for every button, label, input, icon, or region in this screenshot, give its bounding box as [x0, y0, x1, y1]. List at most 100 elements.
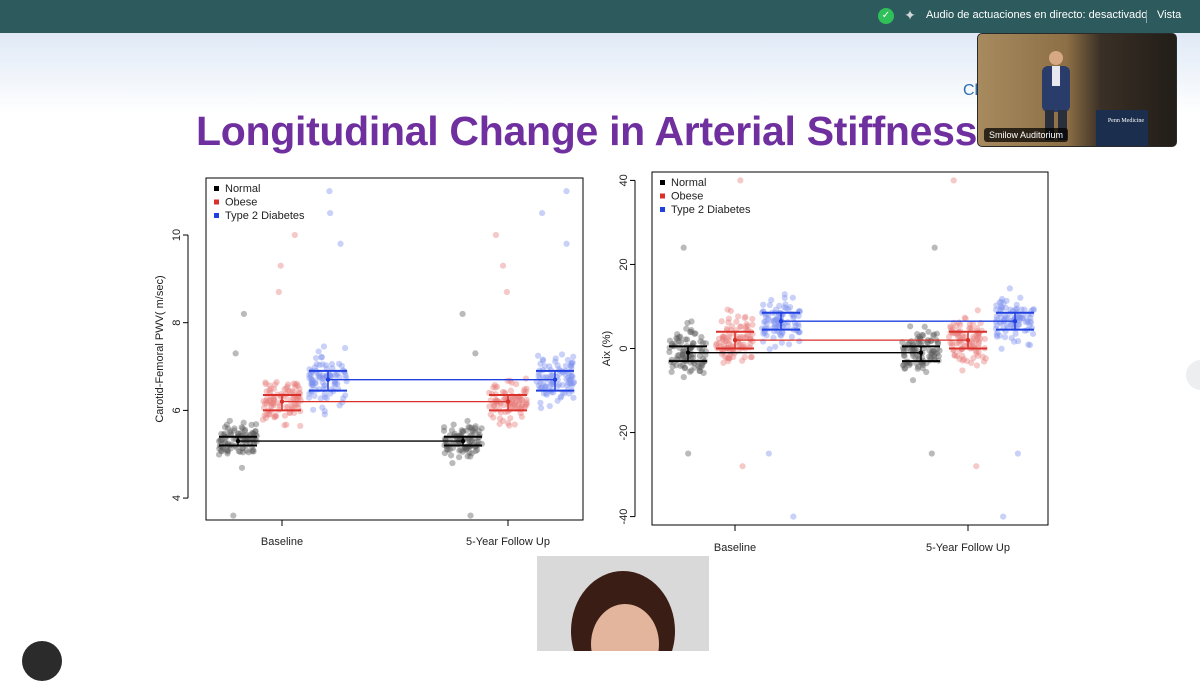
data-point: [327, 373, 334, 380]
data-point: [534, 352, 542, 359]
y-tick-label: 10: [171, 229, 183, 241]
mean-marker: [460, 438, 466, 444]
data-point: [271, 397, 278, 404]
data-point: [342, 372, 349, 379]
data-point: [487, 397, 494, 404]
data-point: [666, 337, 674, 344]
shield-check-icon[interactable]: ✓: [878, 8, 894, 24]
speaker-video-thumbnail[interactable]: Penn Medicine Smilow Auditorium: [977, 33, 1177, 147]
data-point: [308, 376, 315, 383]
data-point: [790, 326, 797, 333]
data-point: [536, 367, 543, 374]
data-point: [216, 445, 223, 452]
partial-avatar-icon[interactable]: [22, 641, 62, 681]
data-point: [340, 395, 347, 402]
data-point: [1010, 323, 1017, 331]
data-point: [931, 356, 938, 363]
data-point: [249, 436, 256, 443]
next-slide-arrow-icon[interactable]: [1186, 360, 1200, 390]
data-point: [290, 404, 297, 411]
data-point: [702, 340, 710, 347]
data-point: [720, 349, 727, 356]
data-point: [442, 437, 449, 444]
data-point: [307, 372, 314, 380]
data-point: [332, 380, 339, 388]
data-point: [464, 453, 471, 460]
data-point: [523, 400, 530, 408]
audio-status-text[interactable]: Audio de actuaciones en directo: desacti…: [926, 9, 1148, 21]
data-point: [536, 385, 544, 392]
data-point: [548, 381, 555, 388]
legend-label-0: Normal: [225, 183, 260, 195]
data-point: [1014, 338, 1022, 345]
view-button[interactable]: Vista: [1157, 9, 1182, 21]
data-point: [695, 362, 702, 369]
data-point: [556, 365, 563, 373]
data-point: [1026, 322, 1033, 329]
data-point: [315, 386, 323, 393]
data-point: [1027, 314, 1034, 322]
data-point: [774, 327, 781, 334]
data-point: [768, 296, 775, 304]
data-point: [285, 388, 292, 395]
data-point: [971, 344, 978, 352]
data-point: [273, 379, 280, 386]
data-point: [472, 429, 479, 436]
data-point: [927, 337, 934, 344]
data-point: [747, 335, 754, 342]
data-point: [1016, 317, 1023, 324]
data-point: [745, 326, 752, 334]
data-point: [725, 355, 733, 362]
data-point: [235, 448, 242, 455]
data-point: [454, 436, 461, 443]
data-point: [775, 322, 782, 329]
data-point: [568, 360, 575, 367]
data-point: [563, 376, 570, 383]
data-point: [761, 328, 768, 335]
data-point: [791, 319, 799, 327]
data-point: [268, 403, 275, 410]
data-point: [1021, 327, 1028, 334]
data-point: [565, 374, 572, 381]
outlier-point: [973, 463, 980, 470]
data-point: [779, 328, 786, 336]
outlier-point: [739, 463, 746, 470]
data-point: [761, 329, 768, 337]
data-point: [1000, 300, 1007, 307]
data-point: [283, 403, 290, 410]
data-point: [456, 435, 463, 442]
data-point: [224, 447, 232, 454]
data-point: [928, 350, 935, 357]
data-point: [994, 329, 1001, 336]
data-point: [677, 362, 684, 370]
outlier-point: [326, 188, 333, 195]
data-point: [553, 373, 560, 381]
data-point: [696, 352, 703, 359]
data-point: [771, 321, 779, 328]
data-point: [500, 402, 507, 409]
sparkle-icon[interactable]: ✦: [904, 8, 916, 24]
data-point: [463, 445, 470, 452]
data-point: [960, 336, 967, 343]
data-point: [956, 319, 963, 326]
data-point: [777, 309, 784, 316]
data-point: [761, 319, 768, 326]
data-point: [913, 339, 920, 346]
data-point: [474, 442, 481, 449]
data-point: [759, 338, 767, 345]
data-point: [782, 301, 789, 308]
data-point: [555, 381, 562, 388]
data-point: [309, 379, 316, 387]
outlier-point: [737, 177, 744, 184]
data-point: [237, 448, 244, 455]
outlier-point: [277, 262, 284, 269]
data-point: [271, 414, 278, 421]
data-point: [542, 383, 549, 390]
data-point: [778, 317, 785, 324]
data-point: [547, 381, 555, 388]
data-point: [788, 333, 795, 340]
data-point: [970, 343, 977, 350]
data-point: [696, 364, 703, 371]
data-point: [317, 395, 324, 402]
mean-marker: [965, 337, 971, 343]
